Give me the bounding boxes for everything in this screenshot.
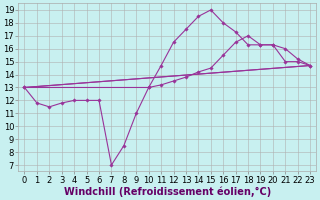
X-axis label: Windchill (Refroidissement éolien,°C): Windchill (Refroidissement éolien,°C) [64,186,271,197]
